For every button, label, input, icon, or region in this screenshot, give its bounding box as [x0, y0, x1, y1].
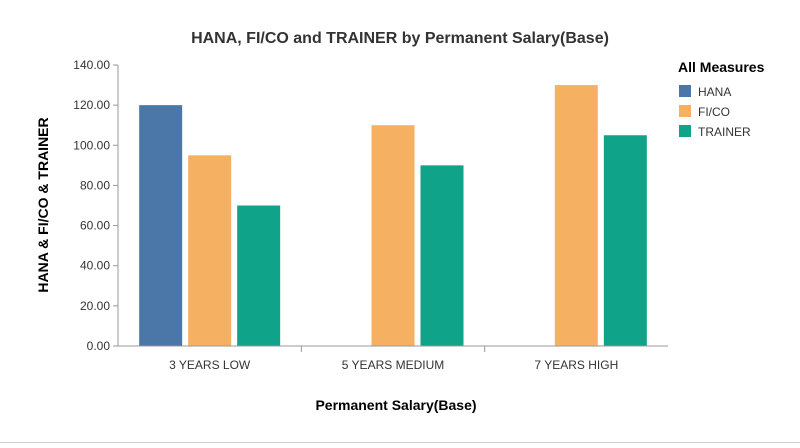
y-axis: 0.00 20.00 40.00 60.00 80.00 100.00 120.00 140.… [73, 58, 118, 353]
x-tick-label: 7 YEARS HIGH [534, 358, 618, 372]
chart-title: HANA, FI/CO and TRAINER by Permanent Sal… [191, 30, 609, 47]
y-tick-label: 60.00 [80, 219, 110, 233]
legend-title: All Measures [678, 59, 765, 75]
x-axis: 3 YEARS LOW 5 YEARS MEDIUM 7 YEARS HIGH [169, 346, 618, 372]
x-tick-label: 3 YEARS LOW [169, 358, 251, 372]
bar-hana-0[interactable] [139, 105, 183, 347]
bar-trainer-2[interactable] [603, 135, 647, 346]
legend-swatch [679, 85, 691, 97]
legend-swatch [679, 125, 691, 137]
y-tick-label: 140.00 [73, 58, 110, 72]
bar-fi-co-1[interactable] [371, 125, 415, 346]
bar-fi-co-0[interactable] [188, 155, 232, 346]
y-tick-label: 20.00 [80, 299, 110, 313]
y-tick-label: 80.00 [80, 178, 110, 192]
y-tick-label: 40.00 [80, 259, 110, 273]
legend-label: FI/CO [698, 105, 730, 119]
legend-label: HANA [698, 85, 731, 99]
y-axis-title: HANA & FI/CO & TRAINER [35, 117, 51, 292]
y-tick-label: 0.00 [87, 339, 111, 353]
legend: All Measures HANA FI/CO TRAINER [678, 59, 765, 139]
x-tick-label: 5 YEARS MEDIUM [342, 358, 444, 372]
bar-trainer-1[interactable] [420, 165, 464, 346]
bottom-divider [0, 442, 800, 443]
x-axis-title: Permanent Salary(Base) [315, 397, 476, 413]
y-tick-label: 120.00 [73, 98, 110, 112]
legend-swatch [679, 105, 691, 117]
legend-label: TRAINER [698, 125, 751, 139]
bars [139, 85, 647, 347]
y-tick-label: 100.00 [73, 138, 110, 152]
bar-trainer-0[interactable] [237, 205, 281, 347]
bar-fi-co-2[interactable] [554, 85, 598, 347]
